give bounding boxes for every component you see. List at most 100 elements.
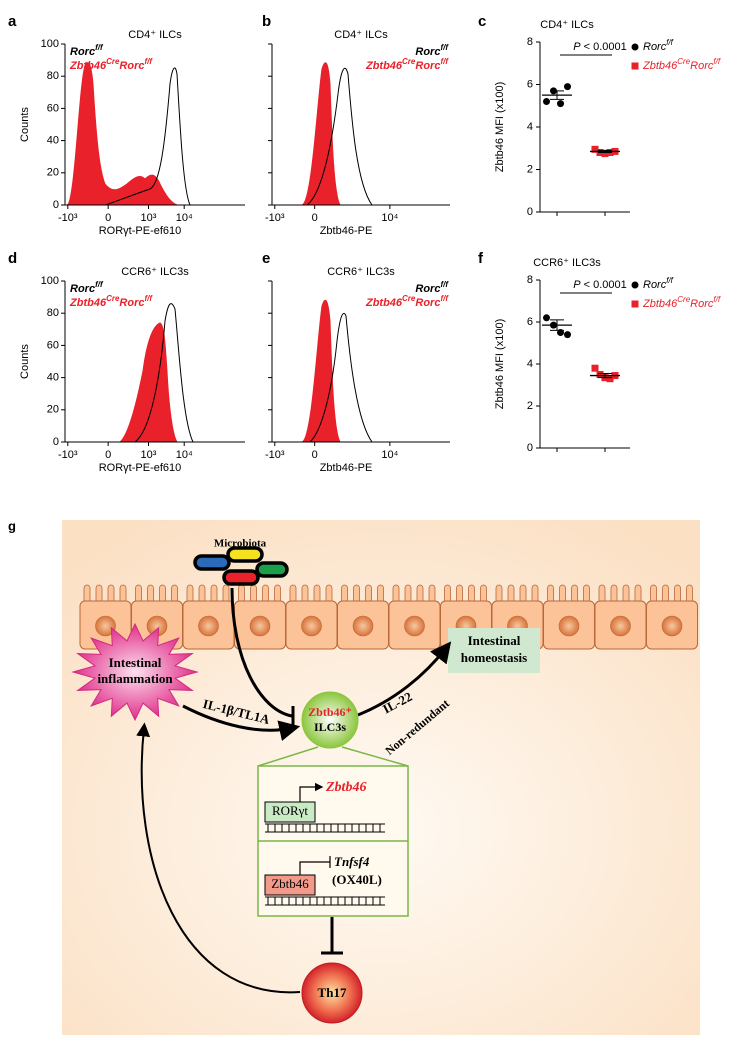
- inflammation-burst: [71, 622, 199, 722]
- histogram-curves: [301, 299, 373, 443]
- microvillus: [238, 584, 245, 604]
- legend-label-part: Zbtb46: [365, 60, 403, 72]
- panel-label: f: [478, 250, 484, 267]
- y-tick-label: 8: [527, 36, 533, 48]
- x-axis-label: RORγt-PE-ef610: [99, 462, 182, 474]
- curve: [66, 62, 178, 206]
- x-axis-label: RORγt-PE-ef610: [99, 225, 182, 237]
- microvillus: [634, 584, 642, 604]
- arrow: [357, 641, 452, 717]
- curve: [301, 299, 341, 443]
- tf-label: RORγt: [272, 803, 308, 818]
- curve: [134, 303, 194, 443]
- legend-marker: [631, 62, 639, 70]
- y-tick-label: 2: [527, 400, 533, 412]
- y-tick-label: 40: [47, 135, 59, 147]
- x-tick-label: 10³: [141, 212, 157, 224]
- dot: [564, 83, 571, 91]
- legend-label-part: Rorc: [415, 46, 440, 58]
- p-value: P < 0.0001: [573, 41, 627, 53]
- microvillus: [353, 584, 360, 604]
- microvillus: [392, 584, 400, 604]
- legend-label-part: Zbtb46: [642, 298, 678, 310]
- chart-title: CD4⁺ ILCs: [540, 19, 594, 31]
- dot: [564, 331, 571, 339]
- y-tick-label: 4: [527, 358, 533, 370]
- bacterium: [193, 554, 231, 571]
- dot: [606, 375, 614, 383]
- repression-arrow: [299, 856, 331, 875]
- microvillus: [95, 584, 103, 604]
- microvillus: [171, 584, 178, 604]
- legend-label: Rorcf/f: [643, 38, 674, 53]
- th17-cell: [301, 962, 363, 1024]
- legend-label: Zbtb46CreRorcf/f: [642, 295, 721, 310]
- legend-label-part: f/f: [440, 43, 449, 52]
- microvillus: [495, 584, 503, 604]
- p-value-part: < 0.0001: [581, 41, 627, 53]
- homeostasis-label: Intestinal: [468, 633, 521, 648]
- microvillus: [468, 584, 475, 604]
- legend-label-part: Zbtb46: [69, 60, 107, 72]
- legend-label-part: f/f: [95, 280, 104, 289]
- microvillus: [519, 584, 527, 604]
- error-bar: [598, 372, 612, 379]
- legend-label-part: Cre: [402, 57, 416, 66]
- microvillus: [571, 584, 578, 604]
- x-tick-label: -10³: [58, 449, 78, 461]
- gene-label: Tnfsf4: [334, 854, 370, 869]
- y-axis-label: Counts: [19, 344, 31, 379]
- legend-label-part: Cre: [106, 57, 120, 66]
- legend-label-part: Cre: [402, 294, 416, 303]
- inflammation-label: inflammation: [97, 671, 173, 686]
- tf-box: [264, 801, 316, 823]
- ilc3-label: ILC3s: [314, 720, 346, 734]
- legend-label-part: Cre: [106, 294, 120, 303]
- legend-label-part: f/f: [144, 294, 153, 303]
- arrow: [182, 704, 301, 741]
- legend-label: Zbtb46CreRorcf/f: [365, 294, 449, 309]
- x-tick-label: 10⁴: [176, 212, 193, 224]
- x-axis-label: Zbtb46-PE: [320, 462, 373, 474]
- nucleus: [249, 615, 271, 637]
- y-tick-label: 100: [41, 38, 59, 50]
- dot: [543, 314, 550, 322]
- microvillus: [416, 584, 424, 604]
- curve: [301, 62, 341, 206]
- legend-label-part: Cre: [677, 295, 690, 304]
- th17-label: Th17: [318, 985, 347, 1000]
- p-value: P < 0.0001: [573, 279, 627, 291]
- microvillus: [404, 584, 412, 604]
- microvillus: [456, 584, 463, 604]
- microvillus: [583, 584, 590, 604]
- nucleus: [610, 615, 631, 637]
- chart-title: CD4⁺ ILCs: [334, 29, 388, 41]
- chart-title: CCR6⁺ ILC3s: [327, 266, 395, 278]
- y-tick-label: 6: [527, 316, 533, 328]
- legend-label: Zbtb46CreRorcf/f: [69, 294, 153, 309]
- x-tick-label: -10³: [265, 449, 285, 461]
- microvillus: [325, 584, 333, 604]
- legend-label-part: f/f: [713, 295, 720, 304]
- x-axis-label: Zbtb46-PE: [320, 225, 373, 237]
- legend-label-part: Zbtb46: [642, 60, 678, 72]
- legend-marker: [631, 300, 639, 308]
- legend-label: Rorcf/f: [70, 43, 104, 58]
- tf-label: Zbtb46: [271, 876, 309, 891]
- x-tick-label: 0: [105, 212, 111, 224]
- dot: [601, 150, 609, 158]
- dot: [543, 98, 550, 105]
- microvillus: [559, 584, 566, 604]
- legend-label: Zbtb46CreRorcf/f: [69, 57, 153, 72]
- panel-label: e: [262, 250, 270, 267]
- x-tick-label: 10³: [141, 449, 157, 461]
- bacterium: [226, 546, 264, 563]
- y-tick-label: 6: [527, 78, 533, 90]
- epithelium: [79, 584, 698, 650]
- legend-label-part: Rorc: [643, 279, 667, 291]
- dot: [591, 145, 599, 153]
- legend-label: Zbtb46CreRorcf/f: [642, 57, 721, 72]
- homeostasis-box: [448, 628, 540, 673]
- homeostasis-label: homeostasis: [461, 650, 527, 665]
